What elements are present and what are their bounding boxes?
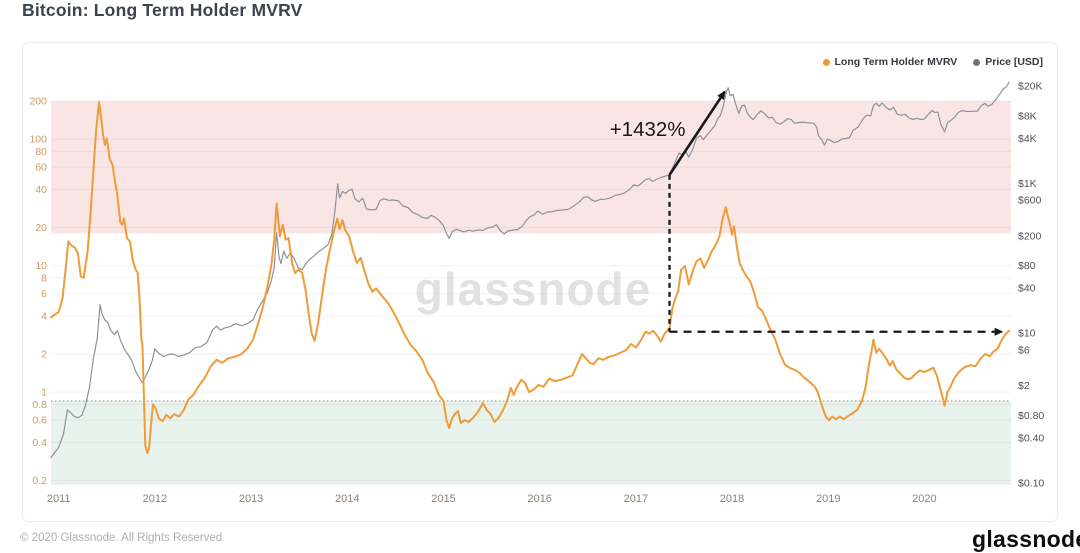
left-axis-tick: 20 — [35, 222, 47, 234]
legend-item-mvrv[interactable]: Long Term Holder MVRV — [822, 56, 958, 68]
watermark: glassnode — [415, 263, 652, 315]
x-axis-tick: 2020 — [912, 493, 936, 505]
right-axis-tick: $200 — [1018, 230, 1042, 242]
x-axis-tick: 2019 — [816, 493, 840, 505]
mvrv-legend-dot-icon — [822, 58, 830, 66]
right-axis-tick: $0.40 — [1018, 432, 1044, 444]
right-axis-tick: $10 — [1018, 328, 1036, 340]
legend-item-price[interactable]: Price [USD] — [973, 56, 1043, 68]
copyright-text: © 2020 Glassnode. All Rights Reserved — [20, 532, 223, 544]
right-axis-tick: $4K — [1018, 133, 1037, 145]
right-axis-tick: $600 — [1018, 195, 1042, 207]
right-axis-tick: $1K — [1018, 178, 1037, 190]
page-title: Bitcoin: Long Term Holder MVRV — [22, 0, 303, 20]
left-axis-tick: 6 — [41, 288, 47, 300]
x-axis-tick: 2015 — [431, 493, 455, 505]
left-axis-tick: 0.2 — [32, 475, 47, 487]
right-axis-tick: $20K — [1018, 81, 1043, 93]
price-series-line — [50, 81, 1010, 458]
left-axis-tick: 0.8 — [32, 399, 47, 411]
right-axis-tick: $2 — [1018, 380, 1030, 392]
left-axis-tick: 200 — [29, 96, 47, 108]
x-axis-tick: 2014 — [335, 493, 359, 505]
left-axis-tick: 40 — [35, 184, 47, 196]
left-axis-tick: 0.4 — [32, 437, 47, 449]
chart-legend: Long Term Holder MVRV Price [USD] — [822, 56, 1043, 68]
left-axis-tick: 100 — [29, 134, 47, 146]
right-axis-tick: $8K — [1018, 110, 1037, 122]
left-axis-tick: 2 — [41, 349, 47, 361]
x-axis-tick: 2016 — [527, 493, 551, 505]
right-axis-tick: $0.80 — [1018, 410, 1044, 422]
price-legend-dot-icon — [973, 58, 981, 66]
x-axis-tick: 2017 — [624, 493, 648, 505]
x-axis-tick: 2018 — [720, 493, 744, 505]
right-axis-tick: $0.10 — [1018, 477, 1044, 489]
legend-label-price: Price [USD] — [985, 56, 1043, 68]
x-axis-tick: 2013 — [239, 493, 263, 505]
left-axis-tick: 10 — [35, 260, 47, 272]
mvrv-series-line — [50, 101, 1011, 454]
left-axis-tick: 60 — [35, 162, 47, 174]
left-axis-tick: 8 — [41, 272, 47, 284]
chart-card: Long Term Holder MVRV Price [USD] glassn… — [22, 42, 1058, 522]
glassnode-logo: glassnode — [972, 526, 1080, 552]
right-axis-tick: $80 — [1018, 260, 1036, 272]
x-axis-tick: 2012 — [143, 493, 167, 505]
percent-gain-annotation: +1432% — [610, 118, 686, 141]
legend-label-mvrv: Long Term Holder MVRV — [834, 56, 958, 68]
right-axis-tick: $6 — [1018, 344, 1030, 356]
left-axis-tick: 80 — [35, 146, 47, 158]
right-axis-tick: $40 — [1018, 283, 1036, 295]
x-axis-tick: 2011 — [47, 493, 71, 505]
left-axis-tick: 1 — [41, 387, 47, 399]
left-axis-tick: 0.6 — [32, 415, 47, 427]
left-axis-tick: 4 — [41, 310, 47, 322]
